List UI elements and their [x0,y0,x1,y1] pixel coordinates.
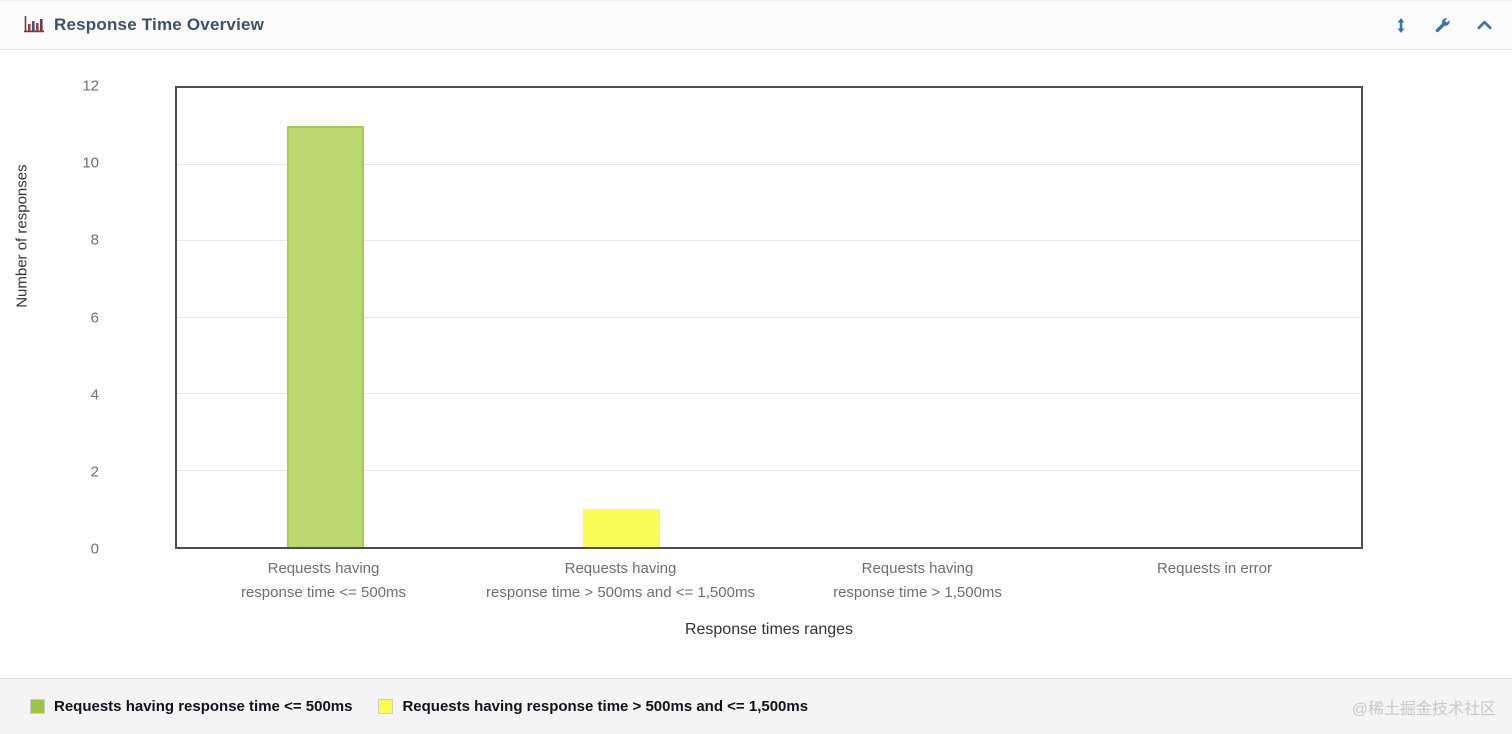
gridline [177,393,1361,395]
x-axis-title: Response times ranges [684,621,854,638]
x-category-label: Requests having response time <= 500ms [240,560,407,601]
legend-items: Requests having response time <= 500ms Re… [0,698,834,715]
y-tick-label: 4 [90,386,99,404]
y-tick-label: 6 [90,309,99,326]
bar-chart-icon [24,16,44,34]
chart-area: Number of responses 0 2 4 6 8 10 12 Requests h… [0,51,1512,678]
panel-header: Response Time Overview [0,0,1512,50]
settings-wrench-icon[interactable] [1433,15,1453,35]
plot-area [175,86,1363,549]
watermark: @稀土掘金技术社区 [1351,700,1496,718]
x-category-label: Requests in error [1156,560,1273,577]
gridline [177,469,1361,471]
legend-item[interactable]: Requests having response time > 500ms an… [378,698,808,715]
y-tick-label: 0 [90,540,99,558]
panel-title-group: Response Time Overview [24,15,264,35]
y-tick-label: 8 [90,231,99,249]
x-category-label: Requests having response time > 1,500ms [833,560,1002,601]
bar[interactable] [582,508,660,547]
panel-title: Response Time Overview [54,15,265,34]
legend-label: Requests having response time > 500ms an… [402,698,809,715]
collapse-chevron-up-icon[interactable] [1475,18,1494,32]
y-axis-ticks: 0 2 4 6 8 10 12 [0,78,175,558]
gridline [177,163,1361,165]
legend-swatch [30,699,45,714]
resize-vertical-icon[interactable] [1391,15,1411,36]
legend-swatch [378,699,394,714]
y-tick-label: 12 [82,77,99,95]
legend-bar: Requests having response time <= 500ms Re… [0,678,1512,734]
x-category-label: Requests having response time > 500ms an… [486,560,755,601]
panel-actions [1391,15,1494,36]
legend-item[interactable]: Requests having response time <= 500ms [30,698,352,715]
y-tick-label: 10 [82,154,99,172]
bar[interactable] [286,126,364,547]
gridline [177,240,1361,242]
y-tick-label: 2 [90,463,99,481]
gridline [177,316,1361,318]
legend-label: Requests having response time <= 500ms [54,698,353,715]
